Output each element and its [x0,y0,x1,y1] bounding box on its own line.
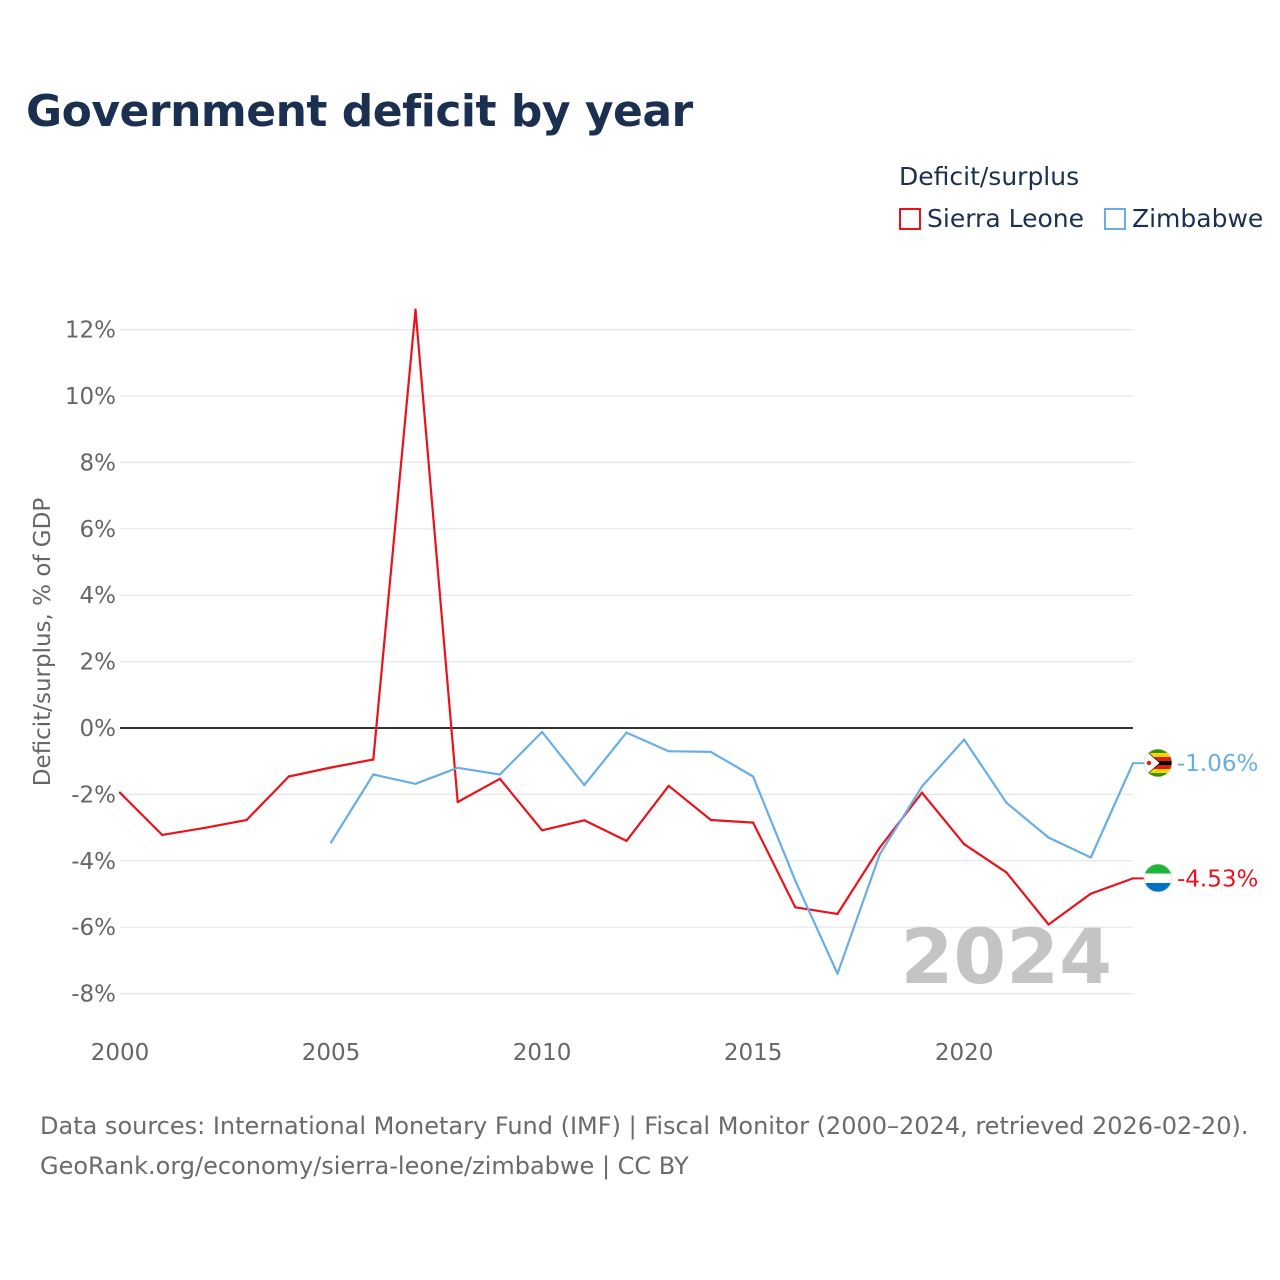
data-point-zimbabwe [414,782,417,785]
data-point-zimbabwe [751,775,755,778]
chart-title: Government deficit by year [26,86,693,137]
legend-title: Deficit/surplus [899,162,1080,191]
data-point-sierra-leone [1005,871,1008,874]
x-tick-label: 2015 [724,1040,783,1066]
data-point-sierra-leone [372,758,375,761]
data-point-sierra-leone [878,846,881,849]
data-point-zimbabwe [1089,856,1092,859]
x-tick-label: 2005 [302,1040,361,1066]
data-point-sierra-leone [583,819,586,822]
data-point-zimbabwe [794,879,797,882]
x-tick-label: 2010 [513,1040,572,1066]
data-point-zimbabwe [329,841,333,844]
data-point-sierra-leone [962,843,966,846]
data-point-sierra-leone [625,839,628,843]
data-point-sierra-leone [203,826,206,830]
data-point-zimbabwe [1005,801,1008,804]
data-point-sierra-leone [540,829,544,832]
data-point-zimbabwe [709,750,713,754]
data-point-sierra-leone [1047,923,1050,926]
end-value-label-sierra-leone: -4.53% [1177,866,1258,892]
data-point-zimbabwe [498,773,502,776]
y-tick-label: -6% [71,915,116,941]
credit-link[interactable]: GeoRank.org/economy/sierra-leone/zimbabw… [40,1152,689,1180]
y-tick-label: -4% [71,849,116,875]
data-point-sierra-leone [667,784,670,787]
series-line-sierra-leone [119,308,1134,926]
footer: Data sources: International Monetary Fun… [40,1106,1248,1186]
y-tick-label: 0% [80,716,117,742]
line-chart: 12% 10% 8% 6% 4% 2% 0% -2% -4% -6% -8% 2000 2005 2010… [30,308,1258,1066]
y-tick-label: 4% [80,583,117,609]
data-point-zimbabwe [667,750,670,753]
series-layer [118,308,1145,975]
data-point-sierra-leone [751,821,755,824]
data-point-sierra-leone [794,906,797,909]
data-point-zimbabwe [583,783,586,787]
data-point-zimbabwe [456,766,459,770]
data-point-sierra-leone [836,912,839,916]
data-point-zimbabwe [962,738,966,741]
series-line-zimbabwe [330,730,1135,975]
y-tick-label: -8% [71,982,116,1008]
y-tick-label: 10% [65,384,116,410]
year-watermark: 2024 [900,912,1112,1001]
y-axis-title: Deficit/surplus, % of GDP [30,498,56,787]
data-point-sierra-leone [498,777,502,780]
y-tick-label: 6% [80,517,117,543]
legend-label-zimbabwe: Zimbabwe [1131,204,1264,233]
legend-item-sierra-leone[interactable]: Sierra Leone [899,204,1084,233]
legend-label-sierra-leone: Sierra Leone [927,204,1084,233]
data-point-zimbabwe [625,731,628,734]
y-tick-label: 12% [65,318,116,344]
data-point-zimbabwe [372,773,375,776]
zimbabwe-flag-icon [1143,748,1173,778]
x-tick-label: 2020 [935,1040,994,1066]
data-point-zimbabwe [836,972,839,975]
legend-swatch-zimbabwe [1103,207,1126,230]
grid-layer [120,329,1133,995]
data-point-zimbabwe [1047,836,1050,839]
legend: Sierra Leone Zimbabwe [899,204,1263,233]
data-point-sierra-leone [161,833,164,837]
data-point-sierra-leone [920,791,924,794]
data-point-sierra-leone [709,818,713,822]
x-tick-label: 2000 [91,1040,150,1066]
data-source-text: Data sources: International Monetary Fun… [40,1112,1249,1140]
legend-swatch-sierra-leone [899,207,921,230]
legend-item-zimbabwe[interactable]: Zimbabwe [1103,204,1264,233]
data-point-zimbabwe [878,852,881,856]
sierra-leone-flag-icon [1143,863,1173,893]
data-point-sierra-leone [456,800,459,804]
data-point-sierra-leone [329,766,333,769]
data-point-sierra-leone [287,775,291,778]
data-point-sierra-leone [118,791,122,794]
axis-layer: 12% 10% 8% 6% 4% 2% 0% -2% -4% -6% -8% 2000 2005 2010… [30,318,993,1066]
label-layer: -4.53% -1.06% [1177,751,1258,892]
data-point-sierra-leone [1089,892,1092,895]
y-tick-label: 2% [80,650,117,676]
end-value-label-zimbabwe: -1.06% [1177,751,1258,777]
data-point-zimbabwe [540,730,544,734]
data-point-zimbabwe [920,785,924,788]
y-tick-label: 8% [80,450,117,476]
data-point-sierra-leone [414,308,417,311]
y-tick-label: -2% [71,782,116,808]
data-point-sierra-leone [245,818,248,822]
